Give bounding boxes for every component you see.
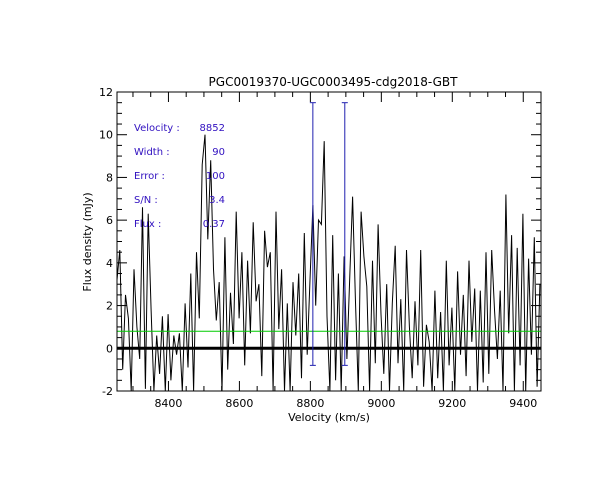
y-tick-label: 0 — [106, 342, 113, 355]
annotation-value: 0.37 — [203, 219, 225, 230]
y-tick-label: 8 — [106, 171, 113, 184]
y-tick-label: 4 — [106, 257, 113, 270]
fit-annotations: Velocity : 8852 Width : 90 Error : 100 S/N : 3.… — [134, 123, 225, 230]
axes: 8400 8600 8800 9000 9200 9400 -2 0 2 4 6 8 10 12 — [99, 86, 542, 410]
x-axis-label: Velocity (km/s) — [288, 411, 370, 424]
chart-title: PGC0019370-UGC0003495-cdg2018-GBT — [209, 75, 459, 89]
annotation-label: Flux : — [134, 219, 161, 230]
x-tick-label: 9000 — [367, 397, 395, 410]
y-axis-label: Flux density (mJy) — [81, 192, 94, 291]
y-tick-label: 10 — [99, 129, 113, 142]
x-tick-label: 9200 — [438, 397, 466, 410]
y-tick-label: -2 — [102, 385, 113, 398]
annotation-label: Width : — [134, 147, 170, 158]
x-tick-label: 8800 — [296, 397, 324, 410]
spectrum-line — [117, 134, 541, 391]
annotation-label: Velocity : — [134, 123, 180, 134]
annotation-label: Error : — [134, 171, 165, 182]
y-tick-label: 12 — [99, 86, 113, 99]
annotation-value: 8852 — [200, 123, 225, 134]
y-tick-label: 2 — [106, 300, 113, 313]
annotation-value: 3.4 — [209, 195, 225, 206]
velocity-marker-left-edge — [309, 102, 316, 366]
x-tick-label: 8400 — [154, 397, 182, 410]
plot-area — [117, 102, 541, 391]
velocity-marker-right-edge — [341, 102, 348, 366]
annotation-label: S/N : — [134, 195, 158, 206]
x-tick-label: 8600 — [225, 397, 253, 410]
annotation-value: 90 — [212, 147, 225, 158]
x-tick-label: 9400 — [509, 397, 537, 410]
y-tick-label: 6 — [106, 214, 113, 227]
annotation-value: 100 — [206, 171, 225, 182]
